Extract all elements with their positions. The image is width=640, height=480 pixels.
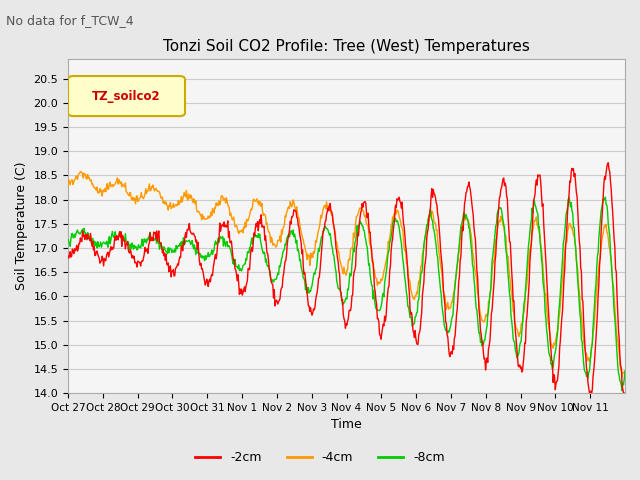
Title: Tonzi Soil CO2 Profile: Tree (West) Temperatures: Tonzi Soil CO2 Profile: Tree (West) Temp…: [163, 39, 530, 54]
Text: No data for f_TCW_4: No data for f_TCW_4: [6, 14, 134, 27]
Y-axis label: Soil Temperature (C): Soil Temperature (C): [15, 162, 28, 290]
Legend: -2cm, -4cm, -8cm: -2cm, -4cm, -8cm: [190, 446, 450, 469]
FancyBboxPatch shape: [68, 76, 185, 116]
X-axis label: Time: Time: [331, 419, 362, 432]
Text: TZ_soilco2: TZ_soilco2: [92, 90, 161, 103]
